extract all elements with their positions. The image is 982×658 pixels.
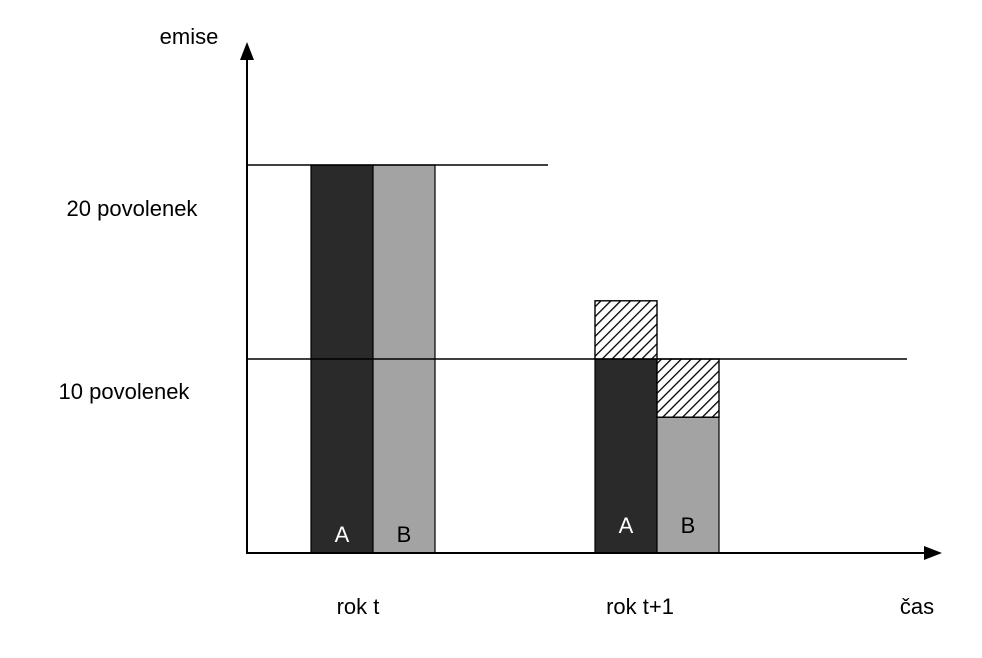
reference-lines-layer (247, 164, 907, 360)
reference-line-label-10: 10 povolenek (59, 379, 191, 404)
bar-label-A-0: A (335, 522, 350, 547)
axes-layer (240, 42, 942, 560)
category-label-1: rok t+1 (606, 594, 674, 619)
reference-line-label-20: 20 povolenek (67, 196, 199, 221)
bar-labels-layer: A AB B (335, 513, 696, 547)
bar-label-A-1: A (619, 513, 634, 538)
bar-label-B-0: B (397, 522, 412, 547)
x-axis-title: čas (900, 594, 934, 619)
category-label-0: rok t (337, 594, 380, 619)
y-axis-arrow-icon (240, 42, 254, 60)
bar-label-B-1: B (681, 513, 696, 538)
y-axis-title: emise (160, 24, 219, 49)
x-axis-arrow-icon (924, 546, 942, 560)
excess-B-1 (656, 358, 720, 418)
bar-A-1 (594, 358, 658, 554)
excess-A-1 (594, 300, 658, 360)
text-layer: emise čas rok t rok t+1 20 povolenek 10 … (59, 24, 935, 619)
